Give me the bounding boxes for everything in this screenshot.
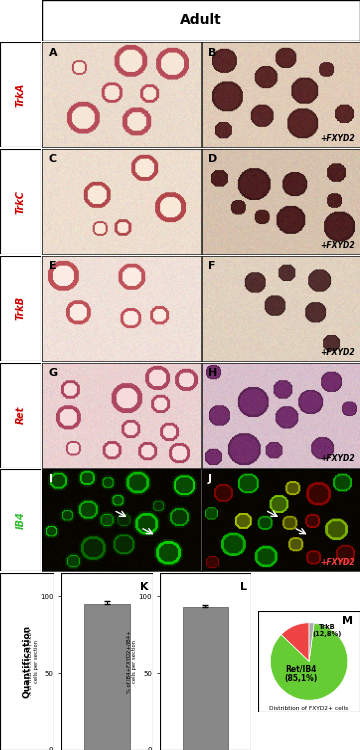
Text: Adult: Adult [180,13,222,27]
Text: Distribtion of FXYD2+ cells: Distribtion of FXYD2+ cells [269,706,349,712]
Text: +FXYD2: +FXYD2 [321,558,355,567]
Bar [159,573,251,750]
Text: Ret/IB4
(85,1%): Ret/IB4 (85,1%) [284,664,318,683]
Text: H: H [208,368,217,378]
Text: I: I [49,474,53,484]
Text: K: K [140,582,148,592]
Text: A: A [49,47,57,58]
Text: +FXYD2: +FXYD2 [321,348,355,357]
Bar [183,607,228,750]
Bar [84,604,130,750]
Wedge shape [270,623,348,701]
Wedge shape [281,622,309,662]
Y-axis label: % of IB4+FXYD2+/IB4+
cells per section: % of IB4+FXYD2+/IB4+ cells per section [126,630,137,693]
Text: IB4: IB4 [15,512,26,530]
Text: TrkB: TrkB [15,296,26,320]
Text: TrkA: TrkA [15,82,26,107]
Text: D: D [208,154,217,164]
Text: +FXYD2: +FXYD2 [321,454,355,464]
Bar [258,610,360,712]
Text: Quantification: Quantification [23,625,32,698]
Text: E: E [49,261,56,271]
Text: +FXYD2: +FXYD2 [321,134,355,143]
Text: Ret: Ret [15,406,26,424]
Text: G: G [49,368,58,378]
Text: L: L [240,582,247,592]
Text: J: J [208,474,212,484]
Text: TrkC: TrkC [15,190,26,214]
Wedge shape [309,622,314,662]
Text: B: B [208,47,216,58]
Text: C: C [49,154,57,164]
Text: M: M [342,616,353,626]
Y-axis label: % of TrkB+FXYD2+/TrkB+
cells per section: % of TrkB+FXYD2+/TrkB+ cells per section [28,627,39,696]
Bar [61,573,153,750]
Text: F: F [208,261,216,271]
Text: TrkB
(12,8%): TrkB (12,8%) [313,625,342,638]
Text: +FXYD2: +FXYD2 [321,241,355,250]
